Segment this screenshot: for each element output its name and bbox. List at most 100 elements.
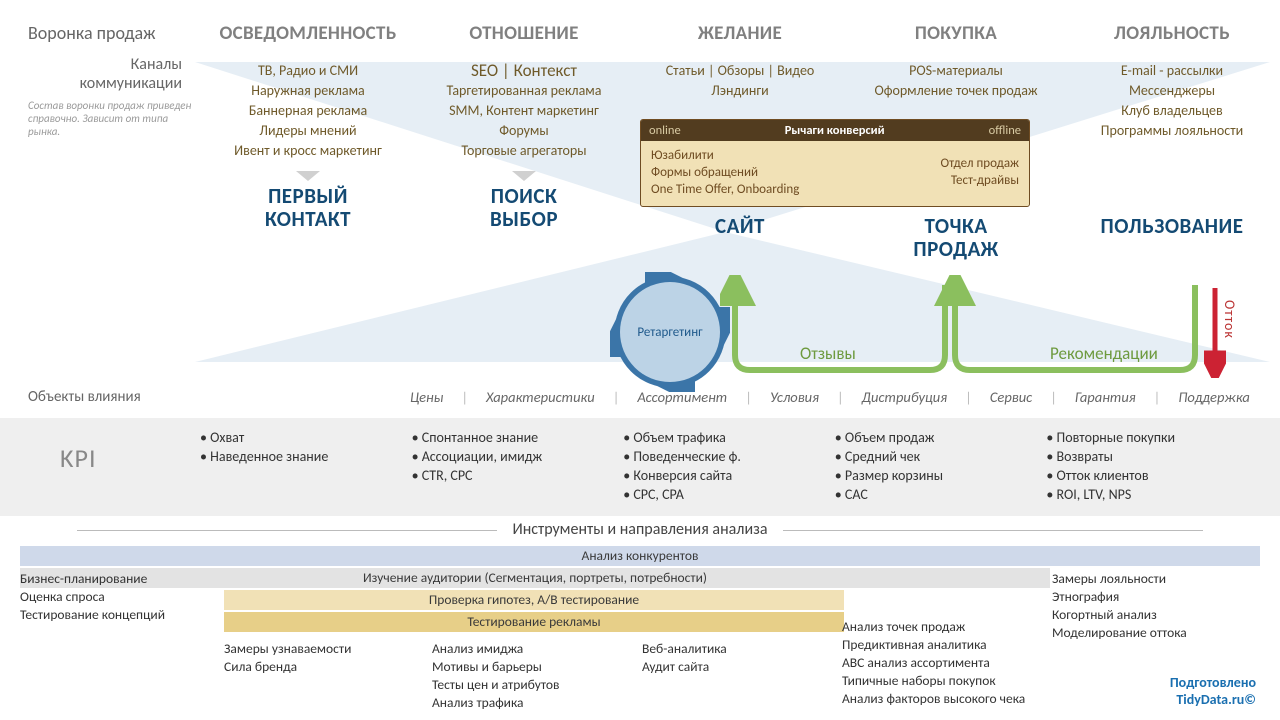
kpi-item: CAC [835,485,1047,504]
kpi-item: Конверсия сайта [623,466,835,485]
stage-2: ЖЕЛАНИЕ [638,22,842,45]
bottom-col-2: Анализ имиджаМотивы и барьерыТесты цен и… [432,570,642,712]
kpi-item: ROI, LTV, NPS [1046,485,1258,504]
kpi-item: Средний чек [835,447,1047,466]
kpi-item: Поведенческие ф. [623,447,835,466]
objects-list: Цены|Характеристики|Ассортимент|Условия|… [200,388,1280,406]
analysis-item: Замеры узнаваемости [224,640,420,658]
levers-body: ЮзабилитиФормы обращенийOne Time Offer, … [641,141,1029,206]
kpi-item: CPC, CPA [623,485,835,504]
lever-item: Отдел продаж [855,155,1019,172]
kpi-item: Объем трафика [623,428,835,447]
channels-label-wrap: Каналыкоммуникации Состав воронки продаж… [0,55,200,161]
channels-note: Состав воронки продаж приведен справочно… [28,99,200,138]
object-item: Характеристики [486,388,595,406]
credit: Подготовлено TidyData.ru© [1170,674,1256,708]
pointer-triangle [512,171,536,181]
touchpoint-1: ПОИСКВЫБОР [422,185,626,231]
kpi-col-3: Объем продажСредний чекРазмер корзиныCAC [835,428,1047,504]
feedback-arrows [720,275,1240,385]
reviews-label: Отзывы [800,343,856,364]
stage-0: ОСВЕДОМЛЕННОСТЬ [206,22,410,45]
lever-item: One Time Offer, Onboarding [651,181,855,198]
kpi-col-4: Повторные покупкиВозвратыОтток клиентовR… [1046,428,1258,504]
bottom-col-4: Анализ точек продажПредиктивная аналитик… [842,570,1052,712]
analysis-item: Типичные наборы покупок [842,672,1040,690]
churn-label: Отток [1221,300,1238,339]
kpi-title: KPI [0,428,200,504]
analysis-item: Аудит сайта [642,658,830,676]
bar-competitors: Анализ конкурентов [20,546,1260,566]
stage-1: ОТНОШЕНИЕ [422,22,626,45]
retargeting-cycle: Ретаргетинг [610,272,730,392]
object-item: Условия [770,388,819,406]
funnel-label: Воронка продаж [0,22,200,45]
credit-line2: TidyData.ru© [1170,691,1256,708]
kpi-item: Повторные покупки [1046,428,1258,447]
kpi-item: Размер корзины [835,466,1047,485]
channels-col-0: ТВ, Радио и СМИНаружная рекламаБаннерная… [206,61,410,161]
channels-label: Каналыкоммуникации [28,55,200,93]
analysis-item: Анализ точек продаж [842,618,1040,636]
reco-label: Рекомендации [1050,343,1158,364]
tools-heading: Инструменты и направления анализа [0,520,1280,539]
object-item: Сервис [990,388,1032,406]
analysis-item: Анализ факторов высокого чека [842,690,1040,708]
bottom-col-0: Бизнес-планированиеОценка спросаТестиров… [20,570,224,712]
analysis-item: Мотивы и барьеры [432,658,630,676]
objects-label: Объекты влияния [0,388,200,406]
kpi-band: KPI ОхватНаведенное знаниеСпонтанное зна… [0,418,1280,516]
kpi-item: Объем продаж [835,428,1047,447]
analysis-item: ABC анализ ассортимента [842,654,1040,672]
object-item: Поддержка [1178,388,1249,406]
kpi-item: Охват [200,428,412,447]
analysis-item: Моделирование оттока [1052,624,1248,642]
lever-item: Тест-драйвы [855,172,1019,189]
channels-col-1: SEO | КонтекстТаргетированная рекламаSMM… [422,61,626,161]
levers-offline: offline [989,123,1021,138]
conversion-levers-box: online Рычаги конверсий offline Юзабилит… [640,119,1030,207]
kpi-item: Возвраты [1046,447,1258,466]
bottom-col-3: Веб-аналитикаАудит сайта [642,570,842,712]
analysis-item: Сила бренда [224,658,420,676]
lever-item: Формы обращений [651,164,855,181]
analysis-item: Анализ трафика [432,694,630,712]
analysis-item: Веб-аналитика [642,640,830,658]
analysis-item: Когортный анализ [1052,606,1248,624]
kpi-item: Отток клиентов [1046,466,1258,485]
object-item: Гарантия [1075,388,1136,406]
analysis-item: Бизнес-планирование [20,570,212,588]
levers-title: Рычаги конверсий [681,123,989,138]
bottom-columns: Бизнес-планированиеОценка спросаТестиров… [20,570,1260,712]
analysis-item: Тесты цен и атрибутов [432,676,630,694]
object-item: Дистрибуция [862,388,947,406]
kpi-col-1: Спонтанное знаниеАссоциации, имиджCTR, C… [412,428,624,504]
credit-line1: Подготовлено [1170,674,1256,691]
analysis-item: Анализ имиджа [432,640,630,658]
object-item: Цены [410,388,443,406]
stage-4: ЛОЯЛЬНОСТЬ [1070,22,1274,45]
kpi-item: Ассоциации, имидж [412,447,624,466]
pointer-triangle [296,171,320,181]
kpi-col-2: Объем трафикаПоведенческие ф.Конверсия с… [623,428,835,504]
touchpoint-4: ПОЛЬЗОВАНИЕ [1070,185,1274,238]
analysis-item: Предиктивная аналитика [842,636,1040,654]
kpi-col-0: ОхватНаведенное знание [200,428,412,504]
channels-col-2: Статьи | Обзоры | ВидеоЛэндинги [638,61,842,101]
analysis-item: Этнография [1052,588,1248,606]
analysis-item: Замеры лояльности [1052,570,1248,588]
analysis-item: Оценка спроса [20,588,212,606]
kpi-item: CTR, CPC [412,466,624,485]
levers-online: online [649,123,681,138]
retargeting-label: Ретаргетинг [637,325,702,340]
levers-header: online Рычаги конверсий offline [641,120,1029,141]
bottom-col-1: Замеры узнаваемостиСила бренда [224,570,432,712]
tools-heading-text: Инструменты и направления анализа [512,520,767,539]
kpi-item: Спонтанное знание [412,428,624,447]
channels-col-4: E-mail - рассылкиМессенджерыКлуб владель… [1070,61,1274,141]
stage-3: ПОКУПКА [854,22,1058,45]
channels-col-3: POS-материалыОформление точек продаж [854,61,1058,101]
stage-header-row: Воронка продаж ОСВЕДОМЛЕННОСТЬ ОТНОШЕНИЕ Ж… [0,0,1280,45]
touchpoint-0: ПЕРВЫЙКОНТАКТ [206,185,410,231]
kpi-item: Наведенное знание [200,447,412,466]
